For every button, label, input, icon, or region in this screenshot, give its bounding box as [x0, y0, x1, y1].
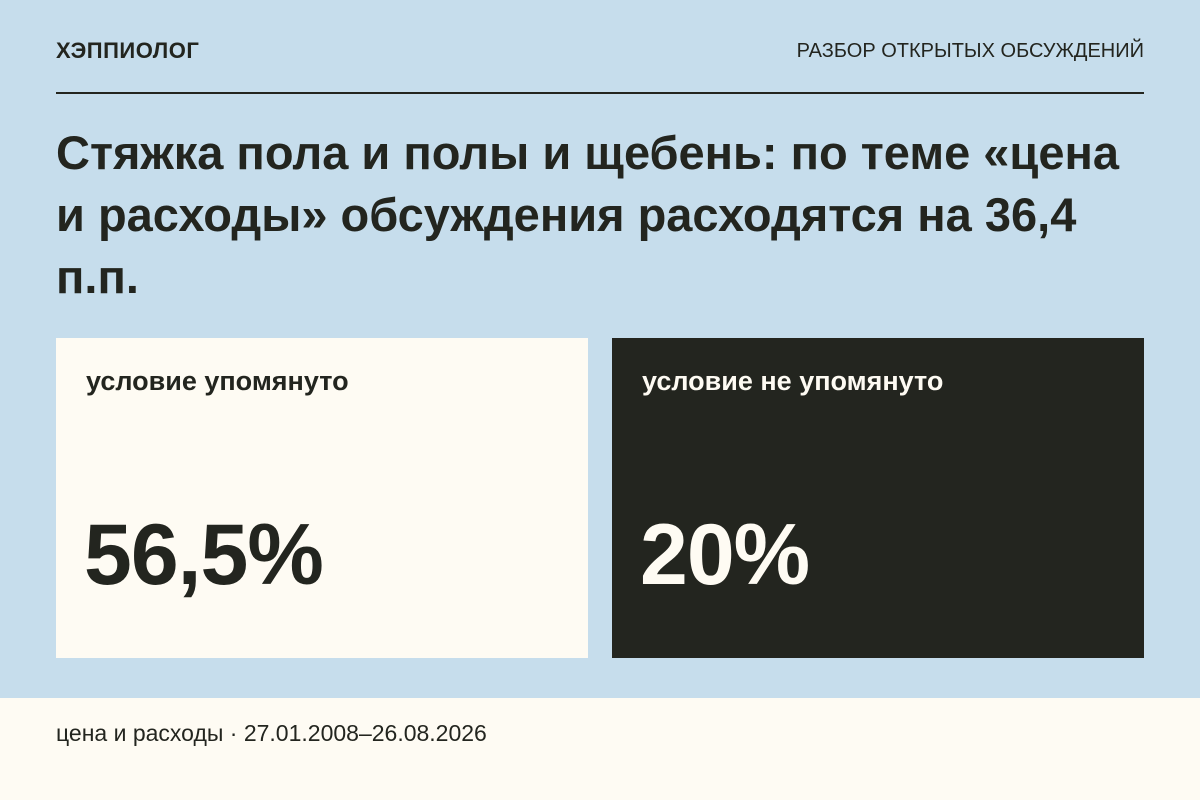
- brand: ХЭППИОЛОГ: [56, 38, 200, 63]
- footer: цена и расходы · 27.01.2008–26.08.2026: [0, 698, 1200, 800]
- footer-text: цена и расходы · 27.01.2008–26.08.2026: [56, 720, 487, 746]
- divider: [56, 92, 1144, 94]
- stat-label: условие упомянуто: [86, 366, 349, 396]
- headline: Стяжка пола и полы и щебень: по теме «це…: [56, 126, 1119, 303]
- stat-card: условие упомянуто 56,5%: [56, 338, 588, 658]
- stat-label: условие не упомянуто: [642, 366, 944, 396]
- stat-card: условие не упомянуто 20%: [612, 338, 1144, 658]
- stat-value: 20%: [640, 507, 810, 603]
- section-name: РАЗБОР ОТКРЫТЫХ ОБСУЖДЕНИЙ: [796, 40, 1144, 62]
- stat-value: 56,5%: [84, 507, 324, 603]
